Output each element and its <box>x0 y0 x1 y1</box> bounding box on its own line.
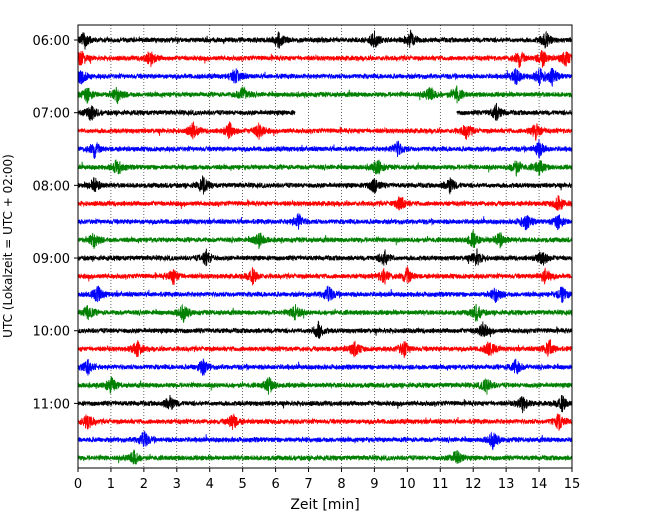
y-tick-label: 06:00 <box>33 34 70 49</box>
x-tick-label: 7 <box>304 477 312 492</box>
y-tick-label: 11:00 <box>33 397 70 412</box>
x-gridlines <box>110 25 540 468</box>
x-axis-label: Zeit [min] <box>290 497 359 513</box>
x-tick-label: 2 <box>140 477 148 492</box>
x-tick-label: 9 <box>370 477 378 492</box>
trace-0630 <box>77 67 573 87</box>
x-tick-label: 4 <box>206 477 214 492</box>
trace-group <box>77 29 573 465</box>
trace-0845 <box>77 230 573 249</box>
x-tick-label: 5 <box>239 477 247 492</box>
x-tick-label: 12 <box>465 477 482 492</box>
x-tick-label: 6 <box>271 477 279 492</box>
trace-0815 <box>77 195 573 211</box>
x-tick-label: 13 <box>498 477 515 492</box>
plot-frame <box>77 24 573 469</box>
trace-0730 <box>77 138 573 159</box>
trace-0830 <box>77 213 573 231</box>
trace-0900 <box>77 248 573 267</box>
trace-0615 <box>77 50 573 68</box>
trace-1030 <box>77 358 573 376</box>
trace-1015 <box>77 339 573 359</box>
y-tick-label: 07:00 <box>33 107 70 122</box>
trace-0645 <box>77 85 573 105</box>
trace-1115 <box>77 413 573 431</box>
axes: 0 1 2 3 4 5 6 7 8 9 10 11 12 13 14 1506:0007:0008:0009:… <box>33 24 581 492</box>
trace-1100 <box>77 395 573 414</box>
x-tick-label: 14 <box>531 477 548 492</box>
trace-0800 <box>77 174 573 195</box>
trace-0600 <box>77 29 573 50</box>
trace-0930 <box>77 285 573 303</box>
y-tick-label: 09:00 <box>33 252 70 267</box>
trace-1045 <box>77 376 573 395</box>
trace-1000 <box>77 320 573 339</box>
trace-1130 <box>77 431 573 450</box>
trace-0945 <box>77 303 573 323</box>
x-tick-label: 8 <box>337 477 345 492</box>
trace-0700 <box>456 103 573 121</box>
x-tick-label: 3 <box>173 477 181 492</box>
x-tick-label: 11 <box>432 477 449 492</box>
y-tick-label: 10:00 <box>33 325 70 340</box>
trace-0915 <box>77 266 573 286</box>
trace-1145 <box>77 449 573 465</box>
trace-0700 <box>77 105 296 121</box>
x-tick-label: 0 <box>74 477 82 492</box>
y-axis-label: UTC (Lokalzeit = UTC + 02:00) <box>1 154 15 338</box>
x-tick-label: 1 <box>107 477 115 492</box>
x-tick-label: 10 <box>399 477 416 492</box>
trace-0715 <box>77 121 573 141</box>
trace-0745 <box>77 159 573 177</box>
y-tick-label: 08:00 <box>33 179 70 194</box>
x-tick-label: 15 <box>564 477 581 492</box>
